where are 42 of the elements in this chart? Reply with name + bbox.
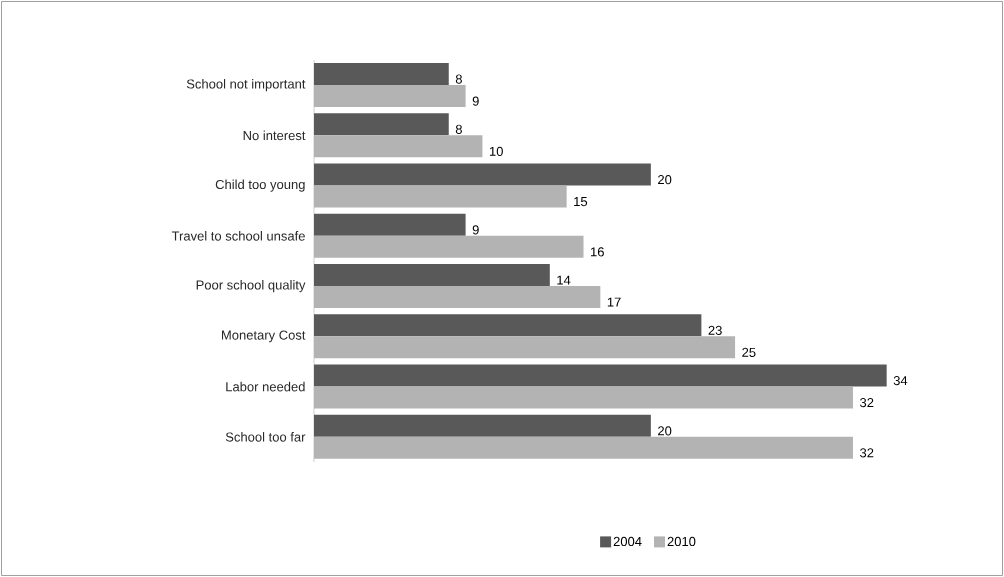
legend-label: 2004 (613, 536, 642, 547)
bar (314, 85, 466, 108)
data-label: 16 (591, 247, 604, 257)
legend-label: 2010 (667, 536, 696, 547)
bar (314, 414, 651, 437)
y-tick-label: Poor school quality (196, 280, 306, 293)
data-label: 8 (455, 124, 462, 134)
data-label: 34 (893, 376, 908, 386)
data-label: 32 (860, 398, 874, 408)
data-label: 8 (455, 74, 462, 84)
data-label: 9 (472, 96, 479, 106)
y-tick-label: No interest (243, 130, 306, 141)
bar (314, 113, 449, 136)
y-tick-label: Labor needed (226, 381, 305, 392)
data-label: 23 (708, 325, 722, 335)
bar (314, 63, 449, 86)
bar (314, 336, 736, 359)
bar (314, 264, 550, 287)
y-tick-label: Monetary Cost (222, 330, 306, 343)
data-label: 25 (742, 347, 756, 357)
data-label: 10 (489, 146, 503, 156)
bar (314, 213, 466, 236)
data-label: 17 (607, 297, 621, 307)
bar (314, 163, 651, 186)
y-tick-label: School not important (186, 79, 306, 92)
data-label: 14 (557, 275, 571, 285)
bar (314, 364, 887, 387)
bar (314, 286, 601, 309)
bar (314, 314, 702, 337)
data-label: 20 (658, 175, 672, 185)
bar (314, 436, 853, 459)
bar (314, 386, 853, 409)
bar (314, 185, 567, 208)
y-tick-label: Child too young (215, 179, 305, 192)
data-label: 15 (574, 197, 588, 207)
data-label: 32 (860, 448, 874, 458)
y-tick-label: School too far (225, 432, 306, 442)
bar (314, 235, 584, 258)
y-tick-label: Travel to school unsafe (171, 231, 305, 241)
bar (314, 135, 483, 158)
data-label: 9 (472, 225, 479, 235)
data-label: 20 (658, 426, 672, 436)
